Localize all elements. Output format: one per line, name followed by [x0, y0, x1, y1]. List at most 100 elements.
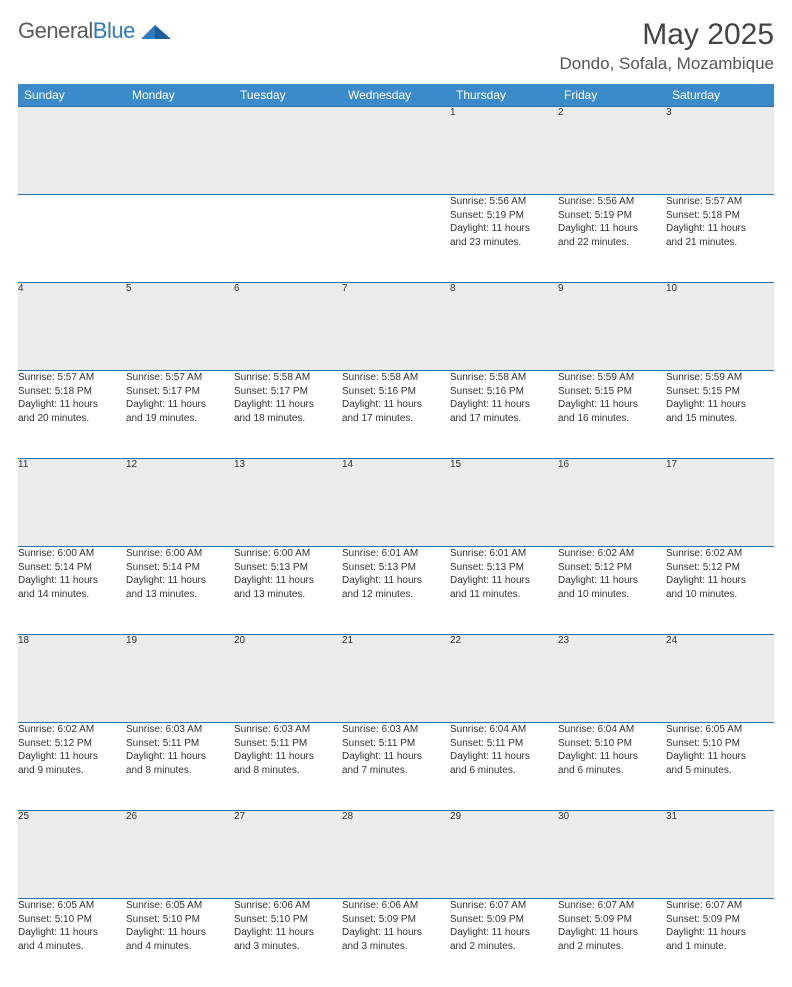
- day-number-cell: 30: [558, 811, 666, 899]
- day-ss: Sunset: 5:09 PM: [342, 913, 450, 927]
- day-content-cell: [126, 195, 234, 283]
- day-sr: Sunrise: 5:58 AM: [342, 371, 450, 385]
- header: GeneralBlue May 2025 Dondo, Sofala, Moza…: [18, 18, 774, 74]
- day-dl1: Daylight: 11 hours: [450, 574, 558, 588]
- day-sr: Sunrise: 6:04 AM: [558, 723, 666, 737]
- day-number-cell: 3: [666, 107, 774, 195]
- day-content-cell: Sunrise: 6:05 AMSunset: 5:10 PMDaylight:…: [18, 899, 126, 987]
- day-ss: Sunset: 5:11 PM: [342, 737, 450, 751]
- day-content-cell: Sunrise: 5:57 AMSunset: 5:18 PMDaylight:…: [18, 371, 126, 459]
- day-dl1: Daylight: 11 hours: [18, 398, 126, 412]
- day-ss: Sunset: 5:10 PM: [558, 737, 666, 751]
- day-number-cell: 14: [342, 459, 450, 547]
- daynum-row: 11121314151617: [18, 459, 774, 547]
- day-number-cell: 29: [450, 811, 558, 899]
- day-dl2: and 20 minutes.: [18, 412, 126, 426]
- day-ss: Sunset: 5:11 PM: [450, 737, 558, 751]
- calendar-table: SundayMondayTuesdayWednesdayThursdayFrid…: [18, 84, 774, 987]
- day-dl1: Daylight: 11 hours: [126, 750, 234, 764]
- day-dl1: Daylight: 11 hours: [558, 926, 666, 940]
- weekday-header: Sunday: [18, 84, 126, 107]
- day-number-cell: 23: [558, 635, 666, 723]
- day-dl1: Daylight: 11 hours: [666, 222, 774, 236]
- day-ss: Sunset: 5:18 PM: [666, 209, 774, 223]
- day-content-cell: Sunrise: 6:00 AMSunset: 5:14 PMDaylight:…: [18, 547, 126, 635]
- day-ss: Sunset: 5:13 PM: [450, 561, 558, 575]
- day-ss: Sunset: 5:10 PM: [234, 913, 342, 927]
- day-dl2: and 12 minutes.: [342, 588, 450, 602]
- day-ss: Sunset: 5:15 PM: [558, 385, 666, 399]
- day-dl1: Daylight: 11 hours: [126, 574, 234, 588]
- logo-text-general: General: [18, 18, 93, 43]
- daynum-row: 45678910: [18, 283, 774, 371]
- day-number-cell: 6: [234, 283, 342, 371]
- day-content-cell: Sunrise: 6:06 AMSunset: 5:09 PMDaylight:…: [342, 899, 450, 987]
- day-number-cell: 20: [234, 635, 342, 723]
- day-dl1: Daylight: 11 hours: [558, 574, 666, 588]
- day-content-cell: Sunrise: 5:58 AMSunset: 5:16 PMDaylight:…: [342, 371, 450, 459]
- day-sr: Sunrise: 5:57 AM: [666, 195, 774, 209]
- day-dl1: Daylight: 11 hours: [450, 398, 558, 412]
- day-number-cell: [18, 107, 126, 195]
- daynum-row: 123: [18, 107, 774, 195]
- day-number-cell: [126, 107, 234, 195]
- day-dl2: and 4 minutes.: [18, 940, 126, 954]
- weekday-header: Saturday: [666, 84, 774, 107]
- calendar-body: 123Sunrise: 5:56 AMSunset: 5:19 PMDaylig…: [18, 107, 774, 987]
- day-dl2: and 1 minute.: [666, 940, 774, 954]
- day-dl2: and 19 minutes.: [126, 412, 234, 426]
- day-dl2: and 13 minutes.: [126, 588, 234, 602]
- day-content-cell: Sunrise: 6:04 AMSunset: 5:10 PMDaylight:…: [558, 723, 666, 811]
- day-ss: Sunset: 5:17 PM: [234, 385, 342, 399]
- day-number-cell: 19: [126, 635, 234, 723]
- day-number-cell: 7: [342, 283, 450, 371]
- title-block: May 2025 Dondo, Sofala, Mozambique: [559, 18, 774, 74]
- weekday-header: Monday: [126, 84, 234, 107]
- day-sr: Sunrise: 6:05 AM: [18, 899, 126, 913]
- weekday-header: Friday: [558, 84, 666, 107]
- day-ss: Sunset: 5:12 PM: [18, 737, 126, 751]
- day-dl1: Daylight: 11 hours: [558, 750, 666, 764]
- day-ss: Sunset: 5:12 PM: [666, 561, 774, 575]
- day-content-cell: Sunrise: 5:56 AMSunset: 5:19 PMDaylight:…: [558, 195, 666, 283]
- day-dl2: and 23 minutes.: [450, 236, 558, 250]
- day-ss: Sunset: 5:10 PM: [18, 913, 126, 927]
- day-number-cell: 11: [18, 459, 126, 547]
- day-sr: Sunrise: 6:03 AM: [342, 723, 450, 737]
- day-content-cell: Sunrise: 5:57 AMSunset: 5:18 PMDaylight:…: [666, 195, 774, 283]
- day-dl1: Daylight: 11 hours: [126, 398, 234, 412]
- day-dl2: and 13 minutes.: [234, 588, 342, 602]
- day-number-cell: 4: [18, 283, 126, 371]
- day-content-cell: Sunrise: 5:57 AMSunset: 5:17 PMDaylight:…: [126, 371, 234, 459]
- day-dl2: and 7 minutes.: [342, 764, 450, 778]
- day-dl1: Daylight: 11 hours: [18, 574, 126, 588]
- day-ss: Sunset: 5:09 PM: [558, 913, 666, 927]
- logo: GeneralBlue: [18, 18, 175, 44]
- day-ss: Sunset: 5:16 PM: [342, 385, 450, 399]
- day-sr: Sunrise: 5:59 AM: [666, 371, 774, 385]
- day-content-cell: Sunrise: 5:58 AMSunset: 5:17 PMDaylight:…: [234, 371, 342, 459]
- day-dl2: and 2 minutes.: [558, 940, 666, 954]
- content-row: Sunrise: 6:05 AMSunset: 5:10 PMDaylight:…: [18, 899, 774, 987]
- day-dl2: and 3 minutes.: [234, 940, 342, 954]
- day-content-cell: Sunrise: 6:07 AMSunset: 5:09 PMDaylight:…: [666, 899, 774, 987]
- day-dl1: Daylight: 11 hours: [450, 750, 558, 764]
- weekday-header: Tuesday: [234, 84, 342, 107]
- day-content-cell: Sunrise: 6:05 AMSunset: 5:10 PMDaylight:…: [126, 899, 234, 987]
- day-dl1: Daylight: 11 hours: [666, 926, 774, 940]
- month-title: May 2025: [559, 18, 774, 52]
- day-dl2: and 17 minutes.: [342, 412, 450, 426]
- day-dl1: Daylight: 11 hours: [126, 926, 234, 940]
- day-content-cell: Sunrise: 5:58 AMSunset: 5:16 PMDaylight:…: [450, 371, 558, 459]
- day-number-cell: 1: [450, 107, 558, 195]
- day-content-cell: Sunrise: 6:02 AMSunset: 5:12 PMDaylight:…: [666, 547, 774, 635]
- day-number-cell: 26: [126, 811, 234, 899]
- day-ss: Sunset: 5:15 PM: [666, 385, 774, 399]
- day-sr: Sunrise: 6:05 AM: [126, 899, 234, 913]
- content-row: Sunrise: 6:00 AMSunset: 5:14 PMDaylight:…: [18, 547, 774, 635]
- day-dl1: Daylight: 11 hours: [342, 398, 450, 412]
- day-ss: Sunset: 5:09 PM: [450, 913, 558, 927]
- day-sr: Sunrise: 5:58 AM: [234, 371, 342, 385]
- day-dl2: and 10 minutes.: [666, 588, 774, 602]
- day-dl1: Daylight: 11 hours: [234, 574, 342, 588]
